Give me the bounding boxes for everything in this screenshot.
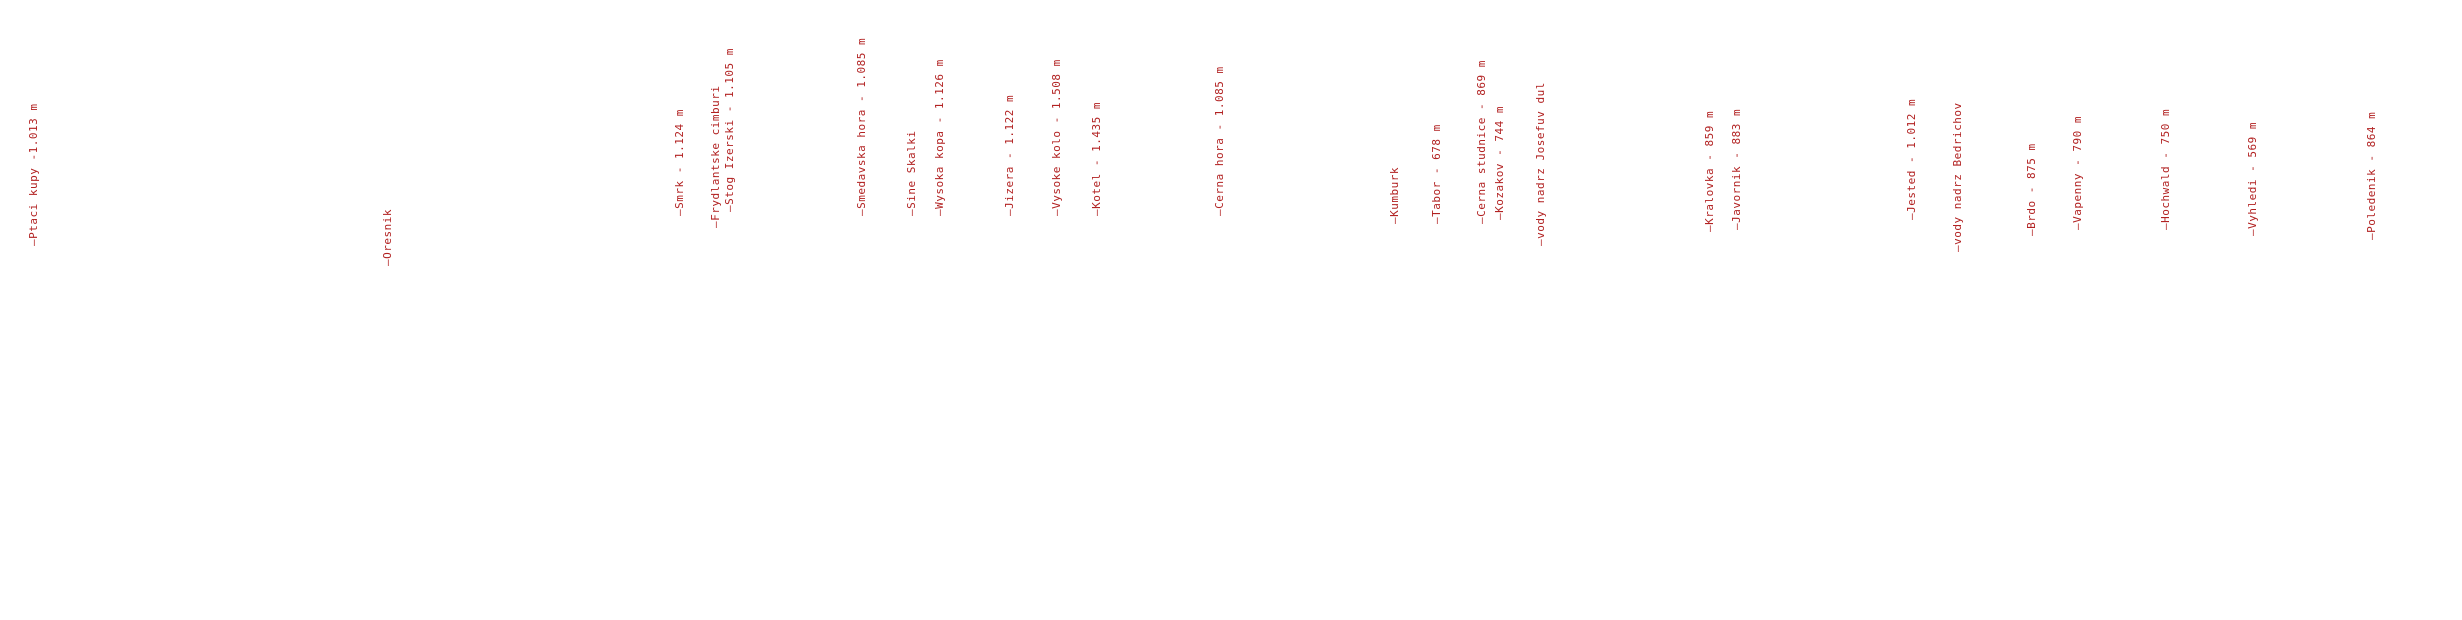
peak-label: —Kumburk	[1388, 167, 1401, 224]
peak-label: —Oresnik	[381, 209, 394, 266]
peak-label: —Vysoke kolo - 1.508 m	[1050, 59, 1063, 216]
peak-label: —Sine Skalki	[905, 130, 918, 216]
peak-label: —Vapenny - 790 m	[2071, 116, 2084, 230]
peak-label: —vody nadrz Bedrichov	[1951, 102, 1964, 252]
peak-label: —Kotel - 1.435 m	[1090, 102, 1103, 216]
peak-label: —Jested - 1.012 m	[1905, 98, 1918, 220]
peak-label: —Tabor - 678 m	[1430, 124, 1443, 224]
peak-label: —Cerna hora - 1.085 m	[1213, 66, 1226, 216]
peak-label: —Kralovka - 859 m	[1703, 110, 1716, 232]
peak-label: —Stog Izerski - 1.105 m	[723, 48, 736, 212]
peak-label: —Jizera - 1.122 m	[1003, 94, 1016, 216]
peak-label: —Smedavska hora - 1.085 m	[855, 37, 868, 216]
peak-label: —Vyhledi - 569 m	[2246, 122, 2259, 236]
peak-label: —Ptaci kupy -1.013 m	[27, 103, 40, 246]
peak-label: —Hochwald - 750 m	[2159, 108, 2172, 230]
peak-label: —Brdo - 875 m	[2025, 143, 2038, 236]
peak-label: —Poledenik - 864 m	[2365, 111, 2378, 240]
peak-label: —vody nadrz Josefuv dul	[1534, 82, 1547, 246]
peak-label: —Cerna studnice - 869 m	[1475, 60, 1488, 224]
peak-label: —Kozakov - 744 m	[1493, 106, 1506, 220]
peak-label: —Wysoka kopa - 1.126 m	[933, 59, 946, 216]
peak-label: —Smrk - 1.124 m	[673, 109, 686, 216]
peak-label: —Frydlantske cimburi	[709, 85, 722, 228]
peak-label: —Javornik - 883 m	[1730, 108, 1743, 230]
